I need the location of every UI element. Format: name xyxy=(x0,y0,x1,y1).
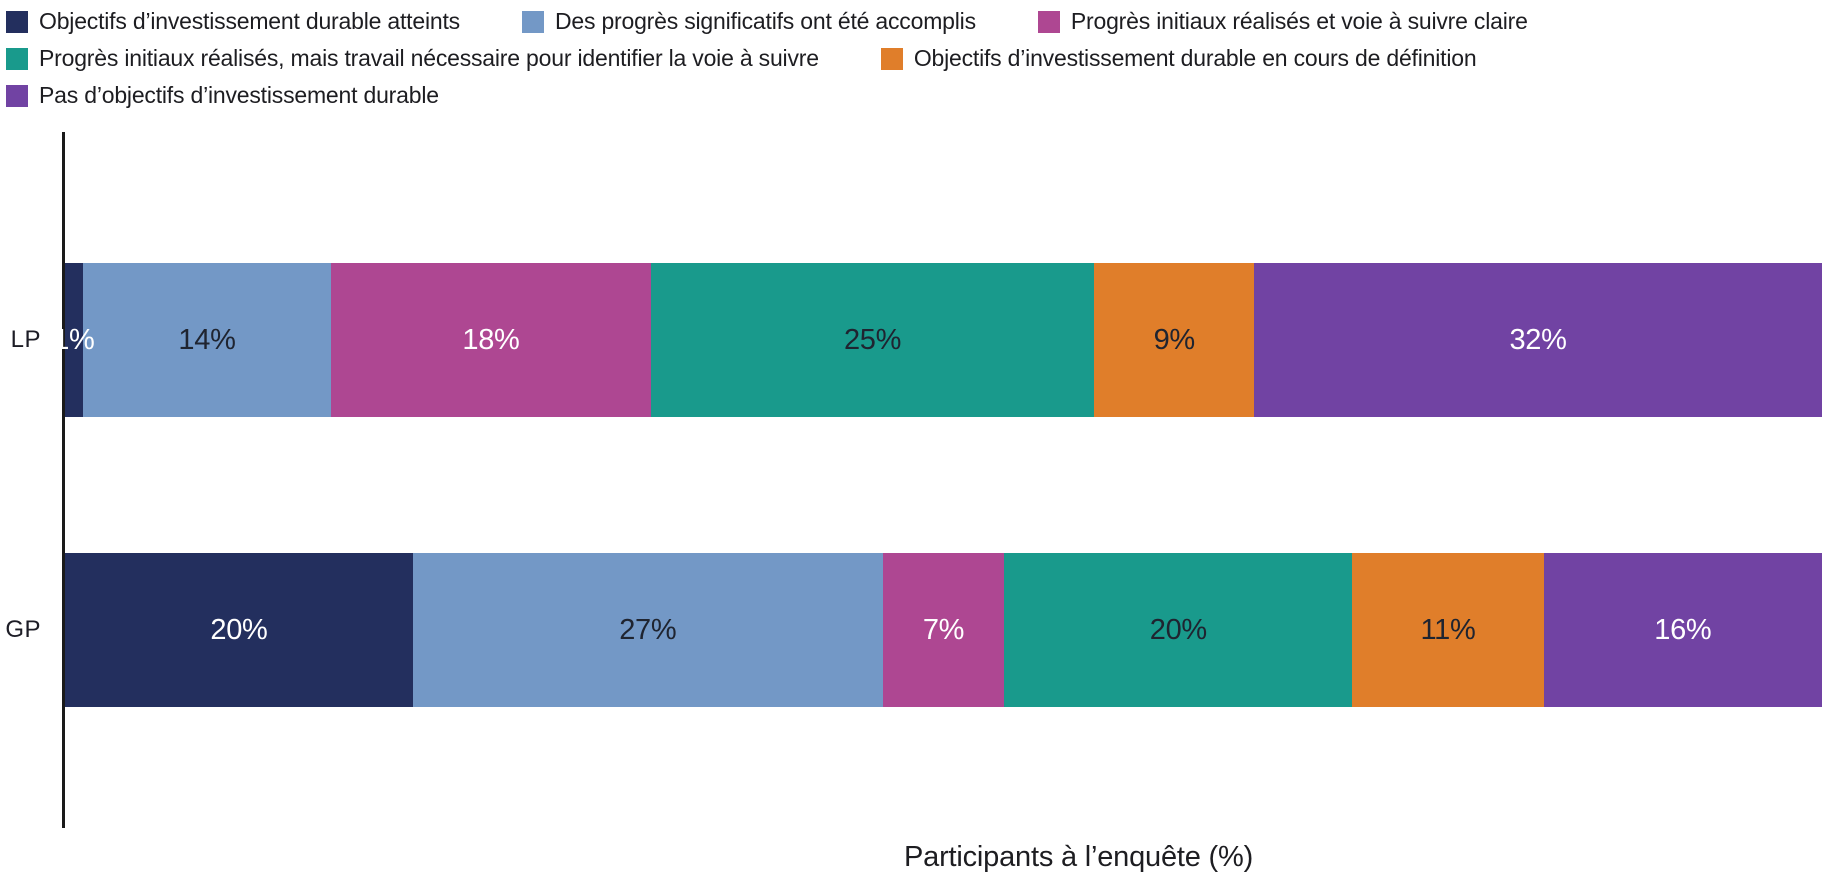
legend-swatch-icon xyxy=(6,84,28,107)
bar-segment: 9% xyxy=(1094,263,1255,417)
legend-item: Des progrès significatifs ont été accomp… xyxy=(521,8,976,35)
bar-segment: 20% xyxy=(1004,553,1353,707)
legend-row: Objectifs d’investissement durable attei… xyxy=(6,8,1528,35)
legend-item: Progrès initiaux réalisés, mais travail … xyxy=(6,45,819,72)
bar-segment: 32% xyxy=(1254,263,1823,417)
bar-segment-value-label: 1% xyxy=(53,323,95,356)
bar-segment-value-label: 9% xyxy=(1153,323,1196,356)
bar-segment-value-label: 20% xyxy=(1149,613,1207,646)
legend: Objectifs d’investissement durable attei… xyxy=(6,8,1528,109)
legend-item: Pas d’objectifs d’investissement durable xyxy=(6,82,439,109)
legend-item: Objectifs d’investissement durable attei… xyxy=(6,8,460,35)
legend-swatch-icon xyxy=(521,10,544,33)
legend-item: Objectifs d’investissement durable en co… xyxy=(880,45,1477,72)
bar-segment: 20% xyxy=(65,553,413,707)
legend-item-label: Progrès initiaux réalisés, mais travail … xyxy=(39,45,819,71)
legend-row: Pas d’objectifs d’investissement durable xyxy=(6,82,1528,109)
y-axis-line xyxy=(62,132,65,828)
bar-segment-value-label: 11% xyxy=(1420,613,1476,646)
bar-lp: 1% 14% 18% 25% 9% 32% xyxy=(53,263,1823,417)
legend-item: Progrès initiaux réalisés et voie à suiv… xyxy=(1037,8,1528,35)
legend-swatch-icon xyxy=(880,47,903,70)
bar-segment: 14% xyxy=(82,263,332,417)
bar-segment-value-label: 16% xyxy=(1654,613,1712,646)
legend-item-label: Objectifs d’investissement durable en co… xyxy=(913,45,1477,71)
bar-segment: 1% xyxy=(53,263,95,417)
bar-gp: 20% 27% 7% 20% 11% 16% xyxy=(65,553,1822,707)
bar-segment: 18% xyxy=(331,263,651,417)
bar-segment-value-label: 32% xyxy=(1509,323,1567,356)
bar-segment-value-label: 7% xyxy=(922,613,965,646)
legend-item-label: Pas d’objectifs d’investissement durable xyxy=(39,82,439,108)
bar-segment-value-label: 20% xyxy=(210,613,268,646)
bar-segment-value-label: 14% xyxy=(178,323,236,356)
legend-row: Progrès initiaux réalisés, mais travail … xyxy=(6,45,1528,72)
bar-segment-value-label: 27% xyxy=(619,613,677,646)
bar-segment: 7% xyxy=(882,553,1005,707)
bar-segment: 16% xyxy=(1543,553,1822,707)
category-label-gp: GP xyxy=(5,616,41,643)
legend-item-label: Progrès initiaux réalisés et voie à suiv… xyxy=(1070,8,1528,34)
bar-segment: 27% xyxy=(412,553,883,707)
legend-swatch-icon xyxy=(6,10,28,33)
category-label-lp: LP xyxy=(10,326,41,353)
legend-swatch-icon xyxy=(6,47,28,70)
bar-segment: 11% xyxy=(1352,553,1544,707)
legend-item-label: Objectifs d’investissement durable attei… xyxy=(39,8,460,34)
legend-item-label: Des progrès significatifs ont été accomp… xyxy=(554,8,976,34)
bar-segment-value-label: 18% xyxy=(462,323,520,356)
bar-segment-value-label: 25% xyxy=(843,323,902,356)
x-axis-label: Participants à l’enquête (%) xyxy=(904,841,1254,873)
legend-swatch-icon xyxy=(1037,10,1060,33)
bar-segment: 25% xyxy=(650,263,1095,417)
